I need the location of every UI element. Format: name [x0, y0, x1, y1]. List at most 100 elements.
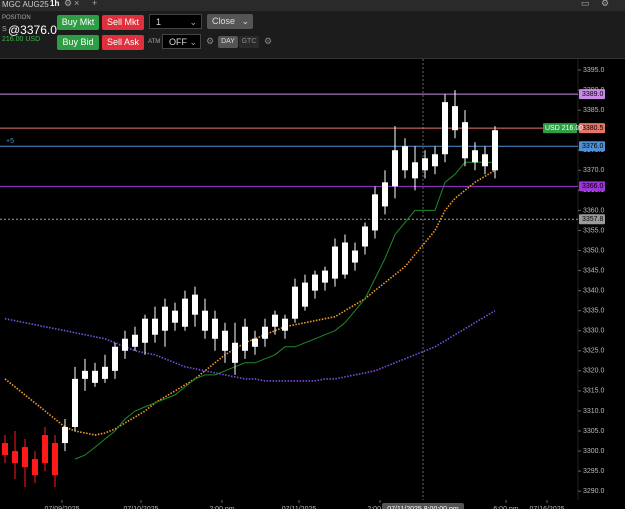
candle-body	[292, 286, 298, 319]
candle-body	[2, 443, 8, 456]
candle-body	[62, 427, 68, 444]
candle-body	[132, 334, 138, 347]
candle-body	[482, 154, 488, 167]
atm-settings-icon[interactable]: ⚙	[206, 36, 215, 46]
close-button[interactable]: Close ⌄	[207, 14, 253, 29]
candle-body	[262, 326, 268, 339]
y-tick-label: 3330.0	[583, 328, 605, 335]
dropdown-arrow: ⌄	[241, 16, 249, 26]
tab-bar: MGC AUG25 1h ⚙ × + ▭ ⚙	[0, 0, 625, 11]
candle-body	[112, 346, 118, 371]
y-tick-label: 3320.0	[583, 368, 605, 375]
sell-market-button[interactable]: Sell Mkt	[102, 15, 144, 30]
position-tag-bg	[543, 123, 577, 134]
buy-market-button[interactable]: Buy Mkt	[57, 15, 99, 30]
candle-body	[242, 326, 248, 351]
atm-label: ATM	[148, 39, 161, 45]
candle-body	[32, 459, 38, 476]
x-tick-label: 07/10/2025	[123, 506, 158, 509]
close-tab-icon[interactable]: ×	[74, 0, 80, 8]
price-level-tag	[579, 123, 605, 134]
position-price: @3376.0	[8, 23, 57, 37]
candle-body	[322, 270, 328, 283]
moving-average-line	[74, 161, 495, 460]
candle-body	[202, 310, 208, 331]
y-tick-label: 3360.0	[583, 207, 605, 214]
candle-body	[332, 246, 338, 279]
tif-gtc-button[interactable]: GTC	[239, 36, 259, 48]
x-tick-label: 07/09/2025	[44, 506, 79, 509]
candle-body	[312, 274, 318, 291]
candle-body	[212, 318, 218, 339]
window-icon[interactable]: ▭	[581, 0, 590, 8]
y-tick-label: 3300.0	[583, 448, 605, 455]
candle-body	[302, 282, 308, 307]
window-icon[interactable]: ⚙	[601, 0, 610, 8]
candle-body	[252, 338, 258, 347]
settings-icon[interactable]: ⚙	[64, 0, 73, 8]
candle-body	[142, 318, 148, 343]
atm-select[interactable]: OFF ⌄	[162, 34, 201, 49]
candle-body	[42, 435, 48, 464]
candle-body	[372, 194, 378, 231]
candle-body	[122, 338, 128, 351]
price-level-label: 3389.0	[582, 91, 604, 98]
y-tick-label: 3345.0	[583, 267, 605, 274]
price-level-tag	[579, 214, 605, 225]
add-tab-icon[interactable]: +	[92, 0, 98, 8]
y-tick-label: 3290.0	[583, 488, 605, 495]
instrument[interactable]: MGC AUG25	[2, 0, 49, 9]
price-level-label: 3366.0	[582, 183, 604, 190]
atm-value: OFF	[169, 37, 187, 47]
candle-body	[72, 378, 78, 428]
candle-body	[362, 226, 368, 247]
y-tick-label: 3305.0	[583, 428, 605, 435]
candle-body	[432, 154, 438, 167]
quantity-tag: +5	[6, 138, 14, 145]
candle-body	[402, 146, 408, 171]
price-level-tag	[579, 141, 605, 152]
buy-bid-button[interactable]: Buy Bid	[57, 35, 99, 50]
candle-body	[462, 122, 468, 159]
price-level-tag	[579, 89, 605, 100]
price-chart: 3290.0 3295.0 3300.0 3305.0 3310.0 3315.0 3320…	[0, 59, 625, 509]
x-tick-label: 07/11/2025	[282, 506, 317, 509]
y-tick-label: 3335.0	[583, 308, 605, 315]
candle-body	[272, 314, 278, 327]
y-tick-label: 3315.0	[583, 388, 605, 395]
candle-body	[442, 102, 448, 155]
price-level-tag	[579, 181, 605, 192]
tif-settings-icon[interactable]: ⚙	[264, 36, 273, 46]
candle-body	[382, 182, 388, 207]
y-tick-label: 3355.0	[583, 227, 605, 234]
sell-ask-button[interactable]: Sell Ask	[102, 35, 144, 50]
candle-body	[22, 447, 28, 468]
quantity-input[interactable]: 1 ⌄	[149, 14, 202, 29]
candle-body	[172, 310, 178, 323]
x-tick-label: 2:00 pm	[209, 506, 234, 509]
y-tick-label: 3340.0	[583, 287, 605, 294]
x-tick-label: 6:00 pm	[493, 506, 518, 509]
price-level-label: 3357.8	[582, 216, 604, 223]
candle-body	[222, 330, 228, 351]
y-tick-label: 3370.0	[583, 167, 605, 174]
interval[interactable]: 1h	[50, 0, 60, 8]
moving-average-line	[4, 310, 496, 382]
candle-body	[152, 318, 158, 335]
position-tag: USD 216.00	[545, 125, 583, 132]
candle-body	[162, 306, 168, 331]
candle-body	[232, 342, 238, 363]
crosshair-label-bg	[382, 503, 464, 509]
order-toolbar: POSITION S @3376.0 216.00 USD Buy Mkt Se…	[0, 11, 625, 59]
candle-body	[412, 162, 418, 179]
y-tick-label: 3295.0	[583, 468, 605, 475]
crosshair-label: 07/11/2025 8:00:00 pm	[387, 506, 459, 509]
candle-body	[472, 150, 478, 163]
candle-body	[192, 294, 198, 315]
y-tick-label: 3350.0	[583, 247, 605, 254]
x-tick-label: 07/16/2025	[529, 506, 564, 509]
candle-body	[452, 106, 458, 131]
price-level-label: 3376.0	[582, 143, 604, 150]
tif-day-button[interactable]: DAY	[218, 36, 238, 48]
